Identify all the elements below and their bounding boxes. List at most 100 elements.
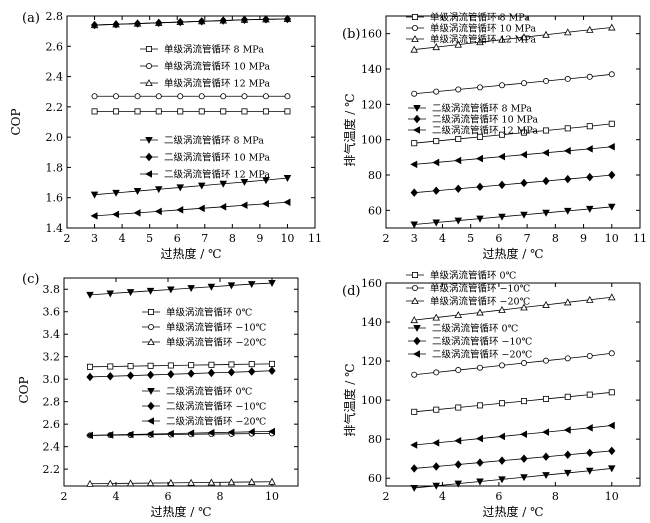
data-point [520, 454, 528, 463]
y-tick-label: 1.6 [46, 192, 64, 205]
data-point [112, 210, 120, 219]
legend-label: 二级涡流管循环 8 MPa [164, 135, 264, 147]
y-tick-label: 1.4 [46, 222, 64, 235]
data-point [227, 282, 236, 290]
x-tick-label: 2 [61, 490, 68, 503]
data-point [112, 20, 120, 29]
series-line [414, 450, 612, 469]
data-point [268, 477, 276, 485]
data-point [86, 479, 94, 487]
series-4 [410, 446, 616, 473]
data-point [454, 184, 462, 193]
data-point [542, 300, 550, 308]
data-point [198, 17, 206, 26]
series-line [89, 431, 273, 436]
data-point [133, 19, 142, 28]
series-0 [411, 120, 615, 147]
legend-label: 单级涡流管循环 0℃ [166, 307, 253, 319]
data-point [284, 93, 291, 100]
data-point [112, 189, 120, 197]
data-point [586, 448, 594, 458]
x-tick-label: 9 [580, 232, 587, 245]
y-tick-label: 60 [368, 204, 382, 217]
data-point [86, 372, 94, 382]
legend-label: 单级涡流管循环 0℃ [430, 270, 517, 282]
x-tick-label: 4 [119, 232, 126, 245]
data-point [564, 75, 571, 82]
data-point [219, 180, 228, 188]
series-line [94, 18, 288, 26]
data-point [86, 431, 93, 440]
data-point [248, 367, 256, 376]
data-point [207, 368, 216, 378]
data-point [608, 170, 616, 180]
data-point [411, 371, 418, 378]
data-point [608, 120, 615, 127]
legend-marker [145, 46, 152, 53]
data-point [187, 285, 195, 293]
legend-label: 二级涡流管循环 0℃ [166, 386, 253, 398]
data-point [410, 45, 418, 53]
plot-frame [66, 15, 316, 229]
chart-panel-b: 2 3 4 5 6 7 8 9 10 11 60 80 100 120 140 160 过热度 / ℃ 排气温度 … [342, 12, 647, 262]
data-point [154, 207, 162, 216]
series-1 [411, 71, 615, 97]
legend-marker [413, 324, 421, 332]
data-point [608, 71, 615, 78]
data-point [455, 367, 462, 374]
data-point [197, 204, 205, 213]
data-point [520, 178, 528, 188]
data-point [520, 211, 528, 219]
data-point [608, 350, 615, 357]
series-line [89, 282, 273, 296]
data-point [433, 406, 440, 413]
series-2 [410, 293, 616, 324]
series-3 [410, 465, 616, 492]
panel-label: (c) [22, 272, 39, 287]
data-point [498, 476, 506, 484]
y-tick-label: 120 [361, 355, 382, 368]
data-point [90, 20, 99, 30]
legend-marker [147, 323, 154, 330]
data-point [187, 429, 195, 437]
data-point [454, 156, 462, 165]
series-line [414, 206, 612, 225]
legend-label: 单级涡流管循环 −10℃ [166, 322, 267, 334]
data-point [283, 175, 292, 182]
data-point [498, 131, 505, 138]
data-point [283, 14, 292, 24]
data-point [563, 469, 572, 477]
legend-label: 单级涡流管循环 −10℃ [430, 283, 531, 295]
y-tick-label: 2.4 [43, 441, 61, 454]
y-tick-label: 3.4 [43, 328, 61, 341]
data-point [166, 429, 174, 438]
data-point [227, 478, 236, 486]
data-point [154, 186, 163, 194]
data-point [585, 145, 593, 153]
data-point [498, 400, 505, 407]
data-point [248, 361, 255, 368]
data-point [106, 431, 114, 439]
data-point [476, 434, 483, 443]
data-point [543, 78, 550, 85]
legend-label: 二级涡流管循环 −10℃ [166, 401, 267, 413]
data-point [207, 428, 215, 437]
x-tick-label: 8 [552, 232, 559, 245]
series-line [89, 481, 273, 485]
data-point [521, 360, 528, 367]
x-tick-label: 11 [633, 232, 647, 245]
series-line [94, 177, 288, 196]
panel-label: (a) [22, 11, 40, 26]
legend-label: 二级涡流管循环 10 MPa [164, 152, 270, 164]
data-point [176, 206, 184, 214]
legend-marker [413, 126, 421, 134]
series-5 [86, 427, 276, 440]
data-point [476, 182, 484, 192]
legend-label: 单级涡流管循环 10 MPa [430, 23, 536, 35]
y-tick-label: 2.0 [46, 131, 64, 144]
x-tick-label: 10 [605, 232, 619, 245]
plot-frame [385, 15, 641, 229]
data-point [586, 172, 594, 182]
